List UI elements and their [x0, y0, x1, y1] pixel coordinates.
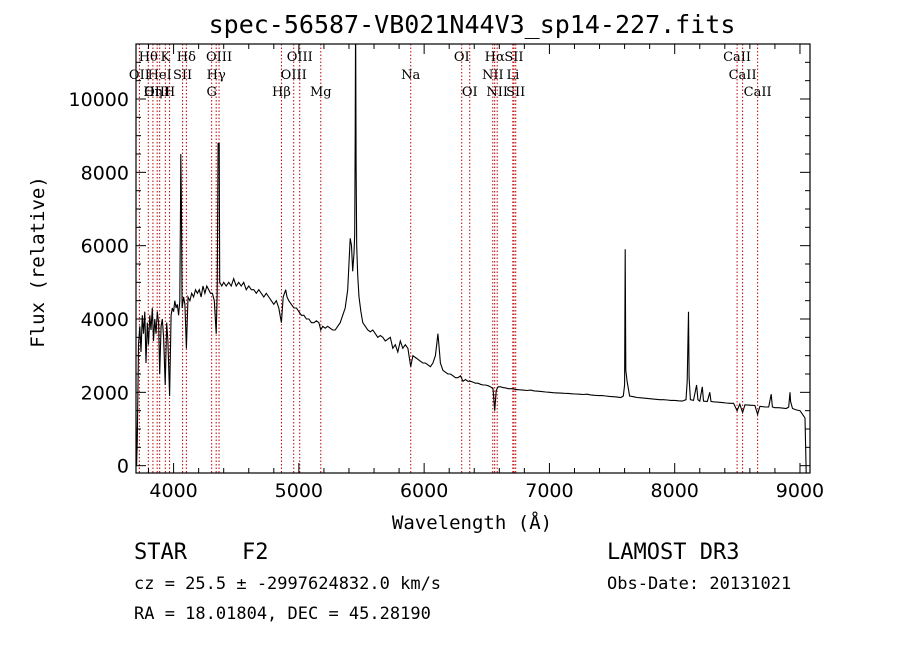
line-label-12: Hγ — [207, 68, 226, 83]
line-label-17: CaII — [729, 68, 757, 83]
line-label-1: K — [160, 50, 170, 65]
y-tick-label-2: 4000 — [81, 309, 129, 331]
line-label-4: OIII — [287, 50, 313, 65]
plot-frame — [135, 43, 811, 474]
object-class: STAR — [134, 540, 188, 565]
line-label-20: H — [164, 85, 175, 100]
line-label-27: CaII — [744, 85, 772, 100]
x-tick-label-4: 8000 — [651, 480, 699, 502]
y-tick-label-3: 6000 — [81, 236, 129, 258]
axes: 4000 5000 6000 7000 8000 9000 0 2000 4000 6000 800… — [69, 43, 824, 502]
line-markers — [138, 44, 759, 473]
line-label-11: SII — [173, 68, 192, 83]
redshift-line: cz = 25.5 ± -2997624832.0 km/s — [134, 574, 441, 594]
line-label-13: OIII — [281, 68, 307, 83]
line-label-0: Hθ — [139, 50, 158, 65]
coordinates: RA = 18.01804, DEC = 45.28190 — [134, 604, 431, 624]
x-axis-label: Wavelength (Å) — [392, 511, 552, 534]
line-label-7: SII — [504, 50, 523, 65]
line-label-9: OII — [129, 68, 150, 83]
line-label-24: OI — [462, 85, 478, 100]
line-label-5: OI — [454, 50, 470, 65]
y-tick-label-0: 0 — [117, 456, 129, 478]
chart-title: spec-56587-VB021N44V3_sp14-227.fits — [209, 10, 736, 39]
line-label-25: NII — [486, 85, 508, 100]
line-label-6: Hα — [485, 50, 505, 65]
y-axis-label: Flux (relative) — [27, 176, 49, 348]
line-label-21: G — [206, 85, 216, 100]
obs-date: Obs-Date: 20131021 — [607, 574, 791, 594]
line-label-2: Hδ — [177, 50, 196, 65]
line-label-19: Hη — [143, 85, 162, 100]
line-label-8: CaII — [723, 50, 751, 65]
line-label-15: NII — [482, 68, 504, 83]
y-tick-label-1: 2000 — [81, 382, 129, 404]
y-tick-label-5: 10000 — [69, 89, 129, 111]
spectrum-series — [135, 43, 807, 474]
line-label-16: Li — [506, 68, 519, 83]
survey-name: LAMOST DR3 — [607, 540, 739, 565]
line-label-26: SII — [506, 85, 525, 100]
line-label-10: HeI — [148, 68, 172, 83]
line-label-14: Na — [401, 68, 420, 83]
x-tick-label-0: 4000 — [149, 480, 197, 502]
x-tick-label-1: 5000 — [275, 480, 323, 502]
y-tick-label-4: 8000 — [81, 162, 129, 184]
line-label-18: OIII — [144, 85, 170, 100]
x-tick-label-2: 6000 — [400, 480, 448, 502]
x-tick-label-3: 7000 — [525, 480, 573, 502]
object-subclass: F2 — [242, 540, 269, 565]
line-label-23: Mg — [310, 85, 332, 100]
line-label-3: OIII — [206, 50, 232, 65]
spectrum-line — [135, 43, 807, 474]
x-tick-label-5: 9000 — [776, 480, 824, 502]
line-label-22: Hβ — [272, 85, 291, 100]
